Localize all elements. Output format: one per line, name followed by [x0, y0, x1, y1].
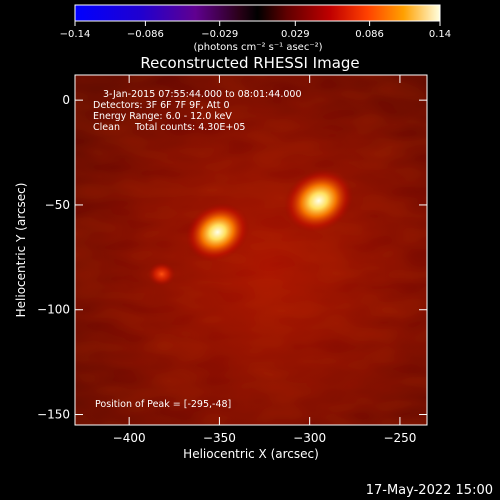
x-tick-label: −300 — [293, 431, 326, 445]
x-axis-ticks: −400 −350 −300 −250 — [113, 75, 416, 445]
chart-title: Reconstructed RHESSI Image — [140, 54, 359, 72]
plot-frame — [74, 74, 428, 426]
y-axis-ticks: 0 −50 −100 −150 — [37, 93, 427, 422]
colorbar-tick-label: 0.14 — [429, 29, 451, 40]
y-axis-label: Heliocentric Y (arcsec) — [14, 183, 28, 318]
info-energy-range: Energy Range: 6.0 - 12.0 keV — [93, 111, 232, 122]
colorbar-tick-label: 0.029 — [281, 29, 310, 40]
y-tick-label: −50 — [45, 198, 70, 212]
footer-date: 17-May-2022 15:00 — [366, 483, 493, 498]
source-2 — [185, 203, 250, 262]
x-tick-label: −350 — [203, 431, 236, 445]
info-detectors: Detectors: 3F 6F 7F 9F, Att 0 — [93, 100, 230, 111]
y-tick-label: 0 — [62, 93, 70, 107]
y-tick-label: −100 — [37, 303, 70, 317]
peak-position-label: Position of Peak = [-295,-48] — [95, 399, 231, 410]
info-counts: Clean Total counts: 4.30E+05 — [93, 122, 245, 133]
info-time-range: 3-Jan-2015 07:55:44.000 to 08:01:44.000 — [103, 89, 301, 100]
image-texture — [75, 75, 427, 425]
colorbar-unit-label: (photons cm⁻² s⁻¹ asec⁻²) — [193, 42, 322, 53]
sources — [147, 169, 354, 287]
colorbar-tick-label: −0.086 — [127, 29, 164, 40]
y-tick-label: −150 — [37, 408, 70, 422]
x-axis-label: Heliocentric X (arcsec) — [183, 447, 319, 461]
source-3 — [147, 262, 176, 287]
source-1 — [284, 169, 354, 233]
colorbar-tick-label: −0.029 — [201, 29, 238, 40]
colorbar — [74, 4, 441, 22]
image-area — [75, 75, 427, 425]
colorbar-ticks: −0.14 −0.086 −0.029 0.029 0.086 0.14 — [60, 21, 451, 40]
x-tick-label: −400 — [113, 431, 146, 445]
colorbar-tick-label: −0.14 — [60, 29, 91, 40]
x-tick-label: −250 — [383, 431, 416, 445]
colorbar-tick-label: 0.086 — [355, 29, 384, 40]
